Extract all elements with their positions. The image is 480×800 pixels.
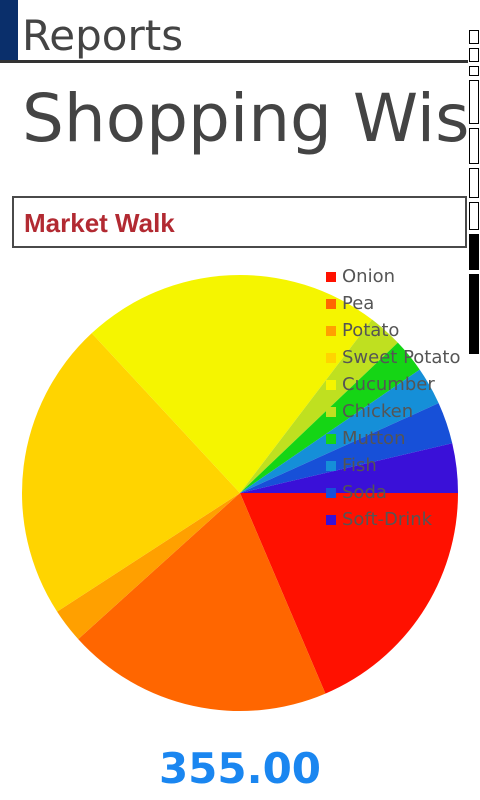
legend-label: Soft-Drink xyxy=(342,509,433,530)
chart-legend: Onion Pea Potato Sweet Potato Cucumber Chicke… xyxy=(326,263,476,533)
legend-swatch xyxy=(326,487,336,498)
header-accent-bar xyxy=(0,0,18,60)
legend-item: Potato xyxy=(326,317,476,344)
strip-glyph-icon xyxy=(469,168,479,198)
legend-item: Onion xyxy=(326,263,476,290)
legend-label: Pea xyxy=(342,293,375,314)
legend-swatch xyxy=(326,379,336,390)
legend-item: Chicken xyxy=(326,398,476,425)
strip-glyph-icon xyxy=(469,48,479,62)
legend-swatch xyxy=(326,298,336,309)
side-strip xyxy=(468,30,480,390)
pie-slice-sweet-potato[interactable] xyxy=(21,333,241,612)
legend-label: Fish xyxy=(342,455,377,476)
legend-swatch xyxy=(326,460,336,471)
legend-label: Soda xyxy=(342,482,387,503)
legend-label: Cucumber xyxy=(342,374,435,395)
total-amount: 355.00 xyxy=(158,744,322,793)
store-selector[interactable]: Market Walk xyxy=(12,196,467,248)
legend-swatch xyxy=(326,325,336,336)
legend-label: Sweet Potato xyxy=(342,347,461,368)
header-divider xyxy=(0,60,468,63)
legend-item: Pea xyxy=(326,290,476,317)
pie-slice-onion[interactable] xyxy=(240,493,458,694)
pie-slice-soda[interactable] xyxy=(240,403,453,493)
legend-swatch xyxy=(326,406,336,417)
legend-label: Chicken xyxy=(342,401,414,422)
pie-chart xyxy=(21,274,458,712)
strip-glyph-icon xyxy=(469,234,479,270)
legend-item: Cucumber xyxy=(326,371,476,398)
legend-swatch xyxy=(326,514,336,525)
legend-label: Mutton xyxy=(342,428,406,449)
legend-label: Potato xyxy=(342,320,400,341)
legend-item: Mutton xyxy=(326,425,476,452)
strip-glyph-icon xyxy=(469,202,479,230)
strip-glyph-icon xyxy=(469,30,479,44)
pie-slice-mutton[interactable] xyxy=(240,342,420,493)
page-title: Shopping Wise xyxy=(22,80,468,157)
pie-slice-fish[interactable] xyxy=(240,369,439,493)
pie-slice-chicken[interactable] xyxy=(240,319,398,493)
pie-slice-soft-drink[interactable] xyxy=(240,443,458,493)
strip-glyph-icon xyxy=(469,66,479,76)
legend-item: Soft-Drink xyxy=(326,506,476,533)
app-title: Reports xyxy=(22,11,184,60)
pie-slice-potato[interactable] xyxy=(57,493,240,640)
legend-item: Fish xyxy=(326,452,476,479)
legend-label: Onion xyxy=(342,266,395,287)
strip-glyph-icon xyxy=(469,128,479,164)
legend-swatch xyxy=(326,433,336,444)
strip-glyph-icon xyxy=(469,80,479,124)
legend-item: Soda xyxy=(326,479,476,506)
strip-glyph-icon xyxy=(469,274,479,354)
legend-swatch xyxy=(326,271,336,282)
store-name: Market Walk xyxy=(24,208,175,238)
legend-item: Sweet Potato xyxy=(326,344,476,371)
legend-swatch xyxy=(326,352,336,363)
pie-slice-cucumber[interactable] xyxy=(91,274,373,493)
pie-slice-pea[interactable] xyxy=(78,493,326,712)
